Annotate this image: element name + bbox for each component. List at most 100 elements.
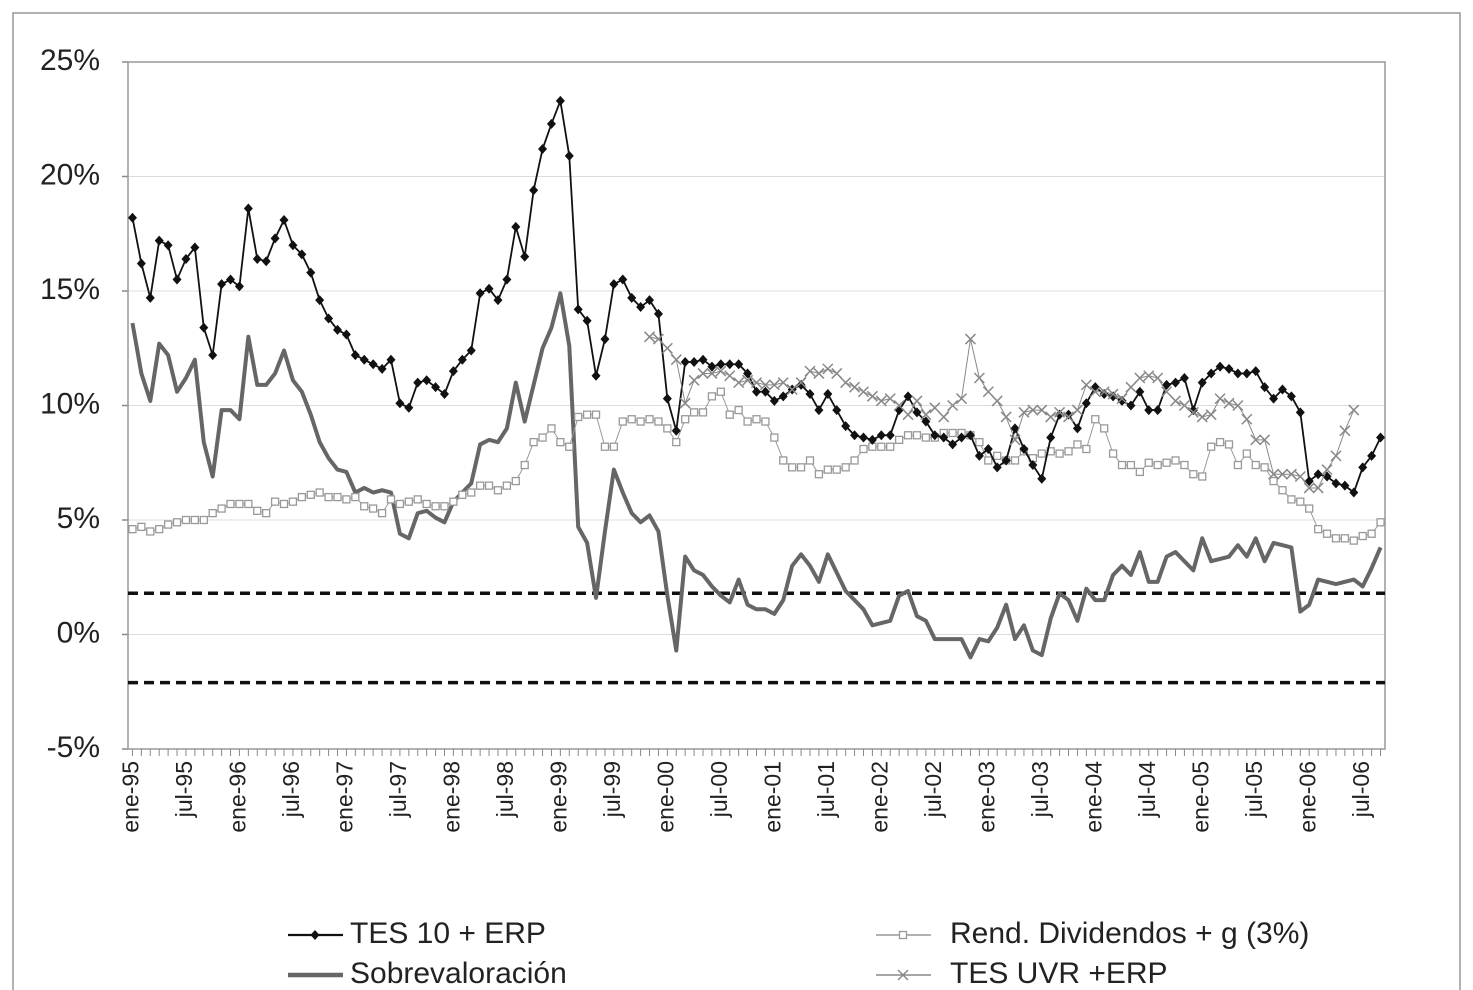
point	[733, 377, 745, 389]
point	[689, 356, 699, 367]
point	[1276, 468, 1289, 480]
point	[1062, 411, 1075, 423]
point	[252, 253, 262, 264]
point	[1367, 450, 1377, 461]
point	[1224, 363, 1234, 374]
point	[502, 274, 512, 285]
point	[163, 520, 173, 529]
point	[1116, 393, 1128, 405]
point	[788, 463, 797, 472]
point	[1125, 381, 1137, 393]
point	[1294, 470, 1306, 483]
point	[894, 435, 904, 445]
point	[706, 367, 718, 379]
y-tick-label: 20%	[40, 158, 100, 191]
point	[297, 492, 306, 502]
point	[226, 274, 236, 285]
point	[1358, 462, 1368, 473]
point	[796, 463, 806, 472]
point	[1037, 473, 1047, 484]
point	[235, 499, 244, 509]
point	[546, 118, 556, 129]
point	[1091, 415, 1100, 424]
point	[556, 437, 565, 447]
point	[520, 460, 529, 470]
point	[520, 251, 530, 262]
point	[431, 382, 441, 393]
point	[1187, 406, 1199, 418]
point	[877, 442, 886, 451]
point	[529, 185, 539, 196]
point	[1018, 406, 1030, 418]
point	[1296, 497, 1305, 506]
point	[1358, 531, 1367, 541]
point	[1205, 409, 1217, 421]
point	[422, 375, 432, 386]
point	[1082, 444, 1091, 454]
point	[369, 504, 378, 513]
x-tick-label: ene-97	[331, 761, 357, 833]
point	[306, 490, 315, 499]
point	[333, 492, 342, 502]
x-tick-label: ene-04	[1080, 761, 1106, 833]
point	[1260, 463, 1269, 472]
y-tick-label: -5%	[47, 731, 100, 764]
point	[1260, 382, 1270, 393]
x-tick-label: jul-05	[1241, 761, 1267, 818]
point	[529, 437, 538, 447]
point	[1215, 361, 1225, 372]
x-tick-label: jul-04	[1134, 761, 1160, 818]
point	[591, 410, 601, 419]
point	[1046, 432, 1056, 443]
point	[1330, 450, 1342, 462]
point	[1071, 404, 1083, 416]
point	[1144, 405, 1154, 416]
legend-item: Sobrevaloración	[288, 957, 567, 990]
legend-label: Rend. Dividendos + g (3%)	[950, 917, 1309, 950]
point	[244, 499, 253, 509]
point	[1214, 393, 1226, 405]
x-tick-label: jul-96	[278, 761, 304, 818]
point	[350, 350, 360, 361]
point	[511, 476, 520, 486]
point	[965, 430, 975, 441]
point	[1349, 536, 1358, 545]
point	[1028, 460, 1038, 471]
point	[1153, 405, 1163, 416]
point	[1348, 404, 1360, 416]
point	[636, 302, 646, 313]
point	[885, 430, 895, 441]
point	[716, 387, 725, 396]
point	[849, 381, 861, 393]
point	[1331, 534, 1341, 543]
point	[1037, 449, 1046, 458]
point	[867, 434, 877, 445]
point	[886, 442, 895, 451]
x-tick-label: ene-03	[973, 761, 999, 833]
point	[805, 456, 815, 465]
point	[1305, 504, 1314, 513]
point	[1073, 440, 1082, 449]
point	[823, 389, 833, 400]
point	[1179, 373, 1189, 384]
point	[948, 428, 957, 438]
point	[1045, 411, 1057, 423]
point	[663, 424, 672, 433]
point	[1001, 455, 1011, 466]
point	[652, 333, 664, 345]
point	[493, 486, 503, 495]
point	[449, 497, 458, 506]
point	[199, 515, 208, 525]
point	[1241, 413, 1253, 425]
point	[1153, 460, 1162, 470]
x-tick-label: ene-96	[225, 761, 251, 833]
point	[431, 502, 440, 511]
point	[779, 456, 788, 465]
point	[288, 240, 298, 251]
point	[1313, 469, 1323, 480]
point	[866, 390, 878, 402]
point	[912, 431, 922, 440]
x-tick-label: jul-02	[920, 761, 946, 818]
point	[306, 267, 316, 278]
point	[1269, 393, 1279, 404]
